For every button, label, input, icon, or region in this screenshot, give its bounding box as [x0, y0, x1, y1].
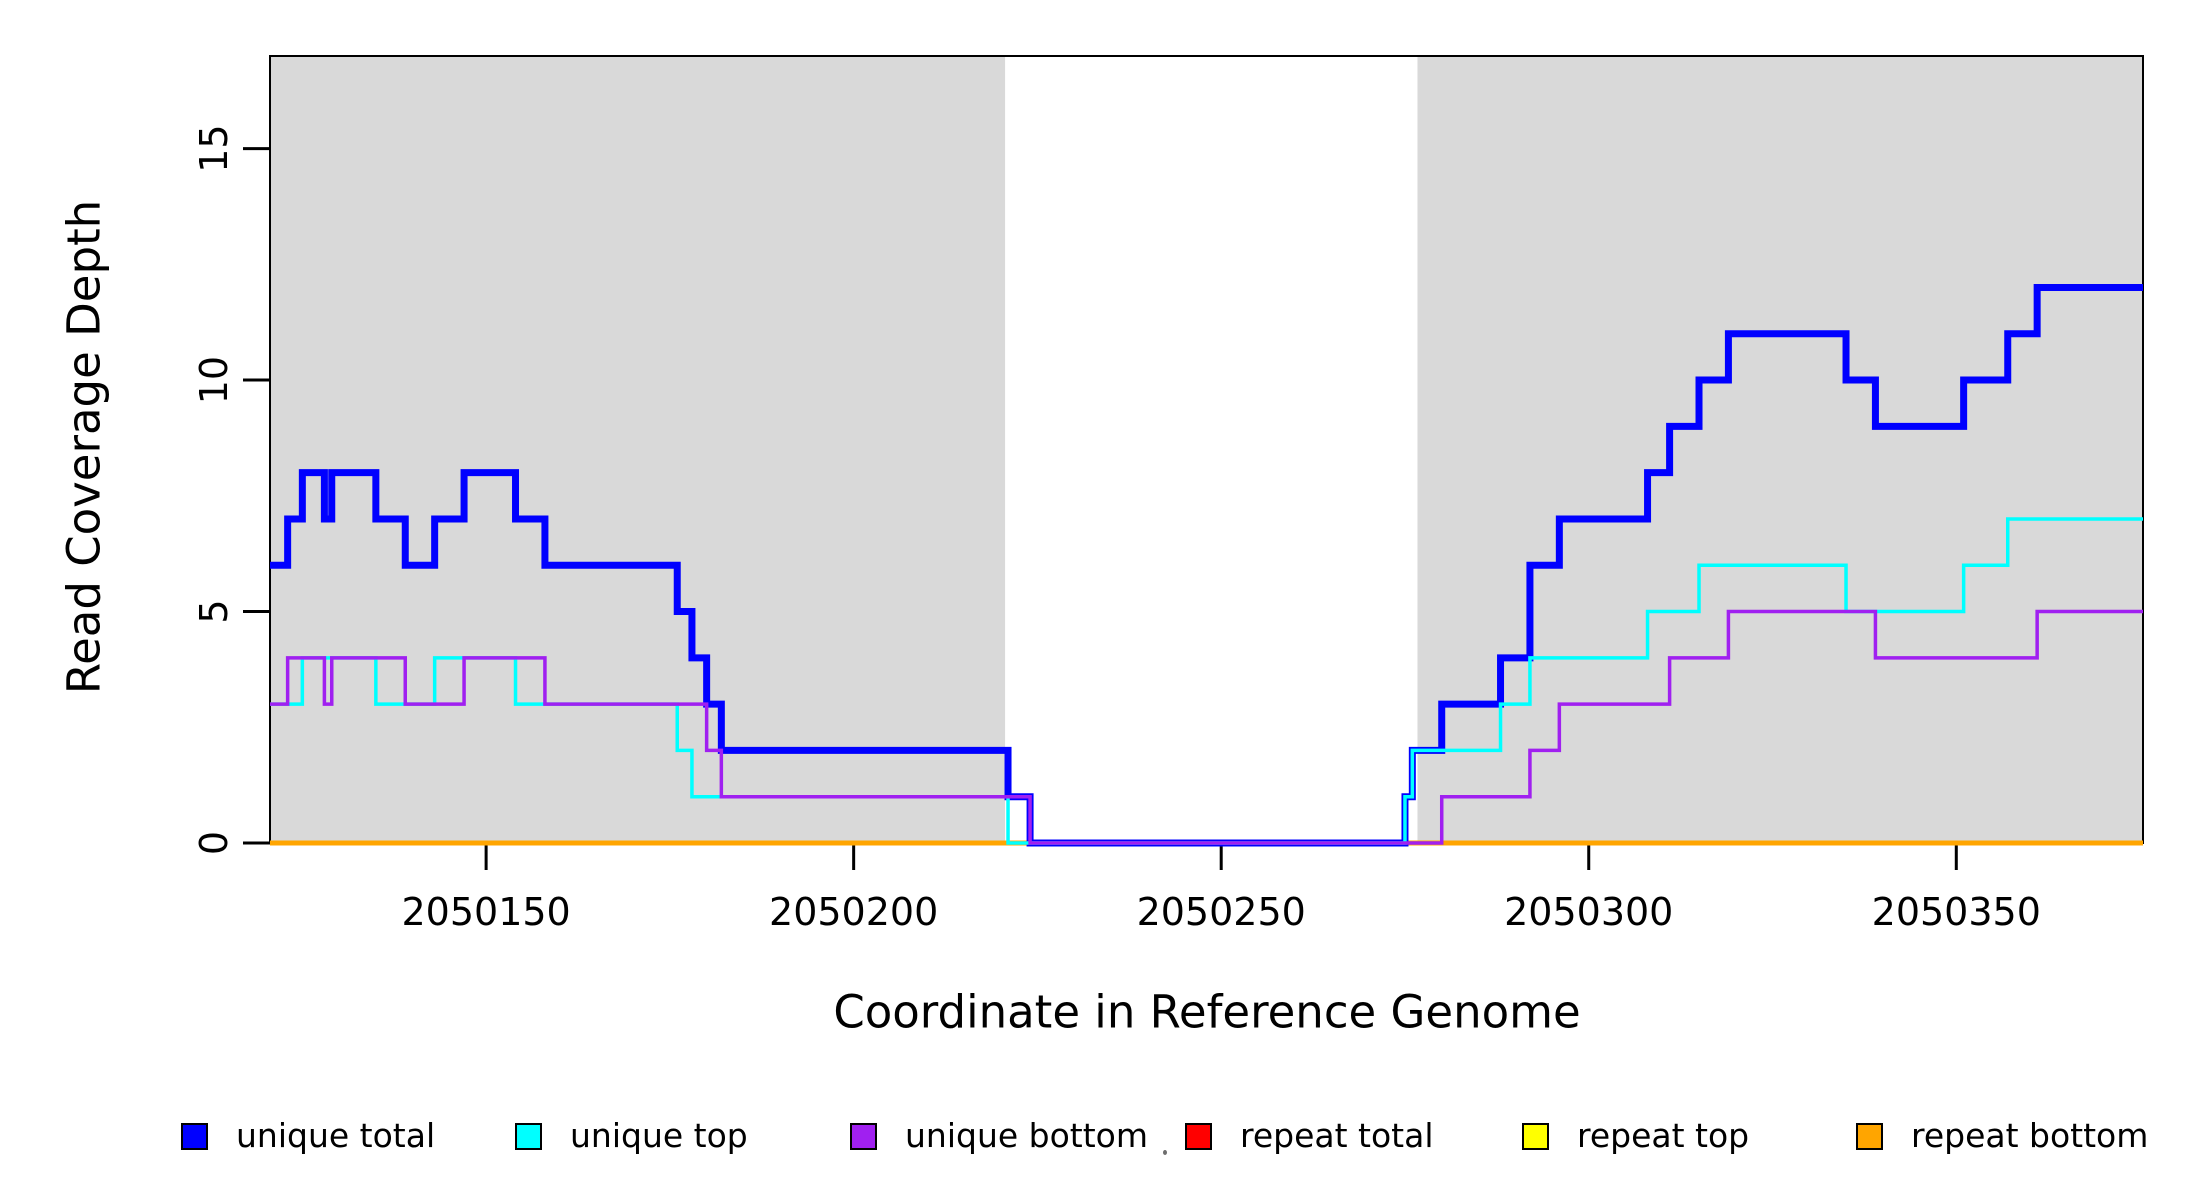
legend-swatch-repeat-total	[1185, 1122, 1212, 1150]
legend-swatch-repeat-top	[1522, 1122, 1549, 1150]
series-line-unique-top	[270, 517, 2143, 845]
legend-label: repeat top	[1577, 1116, 1750, 1155]
legend-label: unique top	[570, 1116, 748, 1155]
legend-swatch-unique-total	[181, 1122, 208, 1150]
legend-item-unique-top: unique top	[515, 1116, 748, 1155]
legend-swatch-repeat-bottom	[1856, 1122, 1883, 1150]
stray-mark	[1163, 1150, 1167, 1155]
legend-item-repeat-bottom: repeat bottom	[1856, 1116, 2149, 1155]
shaded-region-1	[1417, 56, 2143, 843]
y-tick-label: 15	[192, 124, 236, 172]
legend-item-repeat-total: repeat total	[1185, 1116, 1434, 1155]
series-line-unique-bottom	[270, 609, 2143, 845]
x-axis-title: Coordinate in Reference Genome	[833, 985, 1581, 1039]
x-tick-label: 2050200	[769, 890, 938, 934]
x-tick-label: 2050150	[401, 890, 570, 934]
x-tick-label: 2050300	[1504, 890, 1673, 934]
y-tick-label: 5	[192, 599, 236, 623]
legend-item-unique-bottom: unique bottom	[850, 1116, 1149, 1155]
legend-item-repeat-top: repeat top	[1522, 1116, 1750, 1155]
y-tick-label: 0	[192, 831, 236, 855]
legend-swatch-unique-bottom	[850, 1122, 877, 1150]
legend: unique total unique top unique bottom repea…	[0, 1116, 2200, 1160]
legend-label: repeat total	[1240, 1116, 1434, 1155]
legend-label: unique bottom	[905, 1116, 1149, 1155]
x-tick-label: 2050250	[1137, 890, 1306, 934]
legend-label: repeat bottom	[1911, 1116, 2149, 1155]
legend-item-unique-total: unique total	[181, 1116, 436, 1155]
legend-label: unique total	[236, 1116, 436, 1155]
x-tick-label: 2050350	[1872, 890, 2041, 934]
y-axis-title: Read Coverage Depth	[57, 199, 111, 695]
shaded-region-0	[270, 56, 1006, 843]
y-tick-label: 10	[192, 356, 236, 404]
legend-swatch-unique-top	[515, 1122, 542, 1150]
